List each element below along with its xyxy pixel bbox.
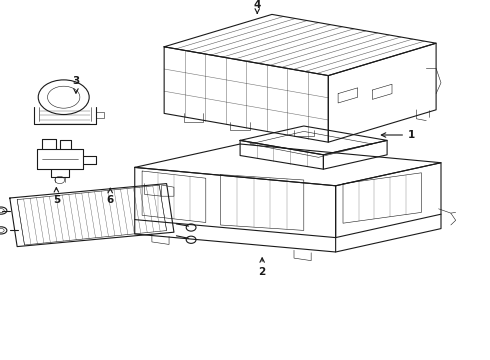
Text: 2: 2 [259, 258, 266, 277]
Text: 6: 6 [107, 188, 114, 205]
Text: 5: 5 [53, 188, 60, 205]
Text: 3: 3 [73, 76, 79, 93]
Text: 1: 1 [381, 130, 415, 140]
Text: 4: 4 [253, 0, 261, 13]
